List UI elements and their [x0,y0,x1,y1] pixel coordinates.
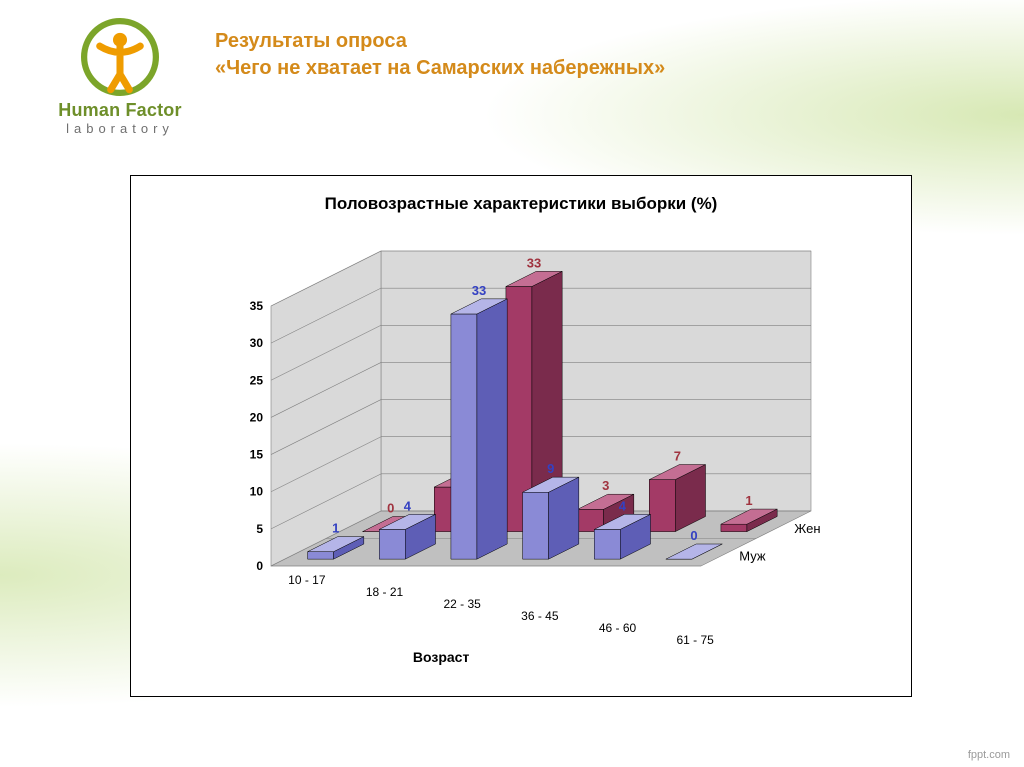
svg-text:4: 4 [619,498,627,513]
svg-text:Жен: Жен [794,521,820,536]
svg-text:20: 20 [250,410,264,424]
page-title: Результаты опроса «Чего не хватает на Са… [215,28,665,82]
title-line-2: «Чего не хватает на Самарских набережных… [215,55,665,82]
svg-text:4: 4 [404,498,412,513]
chart-frame: Половозрастные характеристики выборки (%… [130,175,912,697]
logo-text-main: Human Factor [55,100,185,121]
svg-text:36 - 45: 36 - 45 [521,609,559,623]
chart-plot: 051015202530350633371Жен1433940Муж10 - 1… [211,246,811,646]
svg-text:0: 0 [256,559,263,573]
svg-text:10: 10 [250,485,264,499]
title-line-1: Результаты опроса [215,28,665,55]
svg-text:7: 7 [674,449,681,464]
logo-text-sub: laboratory [55,121,185,136]
svg-text:33: 33 [527,255,541,270]
chart-title: Половозрастные характеристики выборки (%… [131,194,911,214]
svg-text:46 - 60: 46 - 60 [599,621,637,635]
svg-text:33: 33 [472,283,486,298]
svg-text:35: 35 [250,299,264,313]
footer-link: fppt.com [968,749,1010,761]
svg-text:5: 5 [256,522,263,536]
svg-text:Муж: Муж [739,548,766,563]
svg-text:3: 3 [602,478,609,493]
svg-text:25: 25 [250,373,264,387]
svg-text:10 - 17: 10 - 17 [288,573,326,587]
svg-text:1: 1 [745,493,752,508]
svg-text:30: 30 [250,336,264,350]
svg-text:18 - 21: 18 - 21 [366,585,404,599]
svg-text:0: 0 [387,501,394,516]
svg-text:22 - 35: 22 - 35 [443,597,481,611]
svg-text:15: 15 [250,448,264,462]
logo: Human Factor laboratory [55,18,185,136]
svg-text:9: 9 [547,461,554,476]
logo-icon [81,18,159,96]
svg-text:1: 1 [332,521,339,536]
svg-text:0: 0 [690,528,697,543]
svg-text:61 - 75: 61 - 75 [676,633,714,647]
svg-text:Возраст: Возраст [413,649,470,665]
